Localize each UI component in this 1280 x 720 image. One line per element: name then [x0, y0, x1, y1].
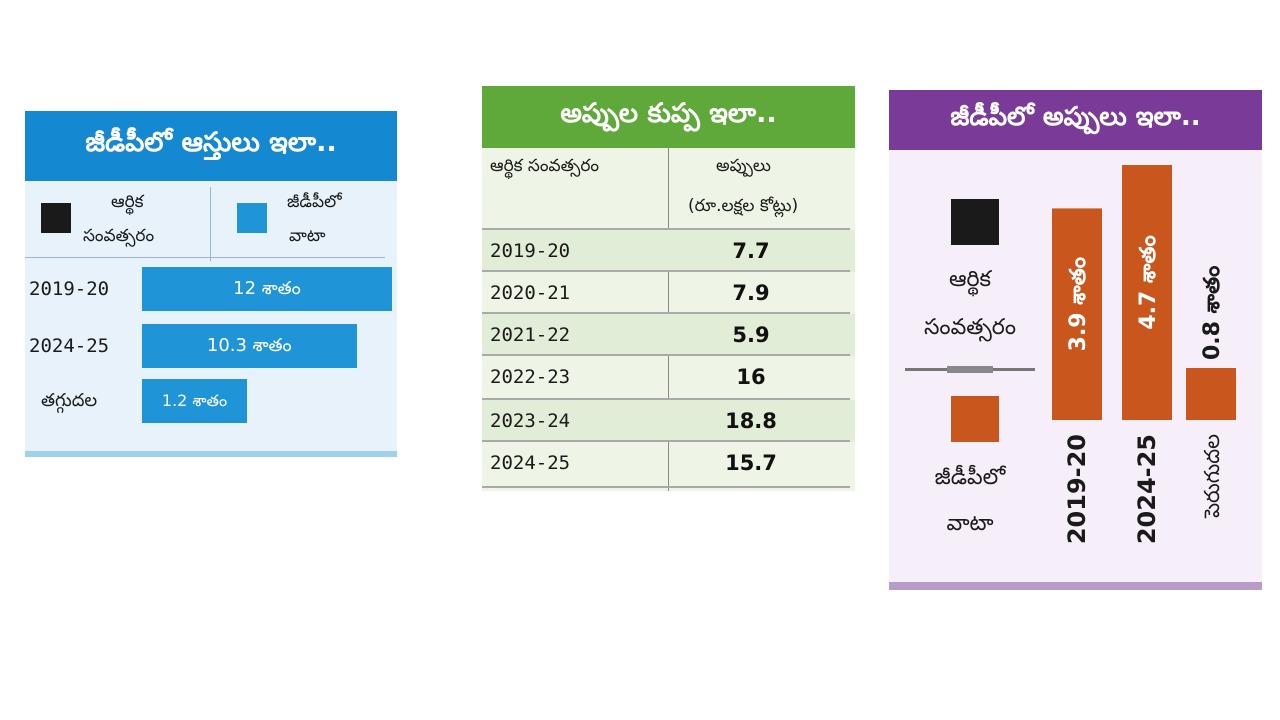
debt-gdp-title: జీడీపీలో అప్పులు ఇలా.. [889, 90, 1262, 150]
table-row: 2020-21 7.9 [482, 272, 855, 314]
assets-row-decrease-label: తగ్గుదల [41, 390, 98, 411]
table-cell-value: 7.9 [732, 281, 770, 305]
assets-bar: 10.3 శాతం [142, 324, 357, 368]
legend-share-label-1: జీడీపీలో [287, 192, 342, 212]
table-cell-year: 2021-22 [490, 324, 571, 346]
legend-year-label-2: సంవత్సరం [83, 226, 155, 246]
assets-row: 2019-20 12 శాతం [25, 267, 397, 311]
table-divider [482, 486, 850, 488]
debt-gdp-category-label: 2019-20 [1063, 434, 1091, 544]
debt-gdp-value-label: 3.9 శాతం [1066, 257, 1091, 351]
table-cell-value: 15.7 [725, 451, 777, 475]
debt-gdp-bar [1122, 165, 1172, 420]
debt-gdp-bar-chart: 3.9 శాతం 2019-20 4.7 శాతం 2024-25 0.8 శాతం పె… [1052, 165, 1236, 544]
assets-row-year: 2019-20 [29, 278, 110, 300]
table-cell-year: 2023-24 [490, 410, 571, 432]
table-cell-value: 7.7 [732, 239, 770, 263]
table-row: 2021-22 5.9 [482, 314, 855, 356]
debt-gdp-value-label: 0.8 శాతం [1200, 266, 1225, 360]
assets-panel-title: జీడీపీలో ఆస్తులు ఇలా.. [25, 111, 397, 181]
legend-divider [210, 187, 211, 261]
assets-row: తగ్గుదల 1.2 శాతం [25, 379, 397, 423]
table-row: 2022-23 16 [482, 356, 855, 398]
table-cell-year: 2022-23 [490, 366, 571, 388]
debt-gdp-panel-footer [889, 582, 1262, 590]
legend-year-swatch [41, 203, 71, 233]
legend-year-swatch [951, 199, 999, 245]
table-divider [482, 440, 850, 442]
legend-year-label-1: ఆర్థిక [111, 192, 144, 212]
assets-bar: 12 శాతం [142, 267, 392, 311]
table-cell-value: 16 [736, 365, 766, 389]
assets-row-year: 2024-25 [29, 335, 110, 357]
legend-year-label-2: సంవత్సరం [923, 315, 1017, 340]
legend-separator-mark [947, 366, 993, 373]
debt-table-title: అప్పుల కుప్ప ఇలా.. [482, 86, 855, 148]
table-divider [482, 228, 850, 230]
legend-share-label-1: జీడీపీలో [934, 465, 1006, 490]
debt-table-panel: అప్పుల కుప్ప ఇలా.. ఆర్థిక సంవత్సరం అప్పు… [482, 86, 855, 491]
legend-year-label-1: ఆర్థిక [948, 267, 992, 292]
debt-gdp-value-label: 4.7 శాతం [1136, 235, 1161, 329]
debt-gdp-panel: జీడీపీలో అప్పులు ఇలా.. ఆర్థిక సంవత్సరం జ… [889, 90, 1262, 590]
assets-panel-footer [25, 451, 397, 457]
table-cell-year: 2024-25 [490, 452, 571, 474]
debt-gdp-bar [1186, 368, 1236, 420]
debt-gdp-category-label: 2024-25 [1133, 434, 1161, 544]
table-row: 2023-24 18.8 [482, 400, 855, 442]
assets-bar: 1.2 శాతం [142, 379, 247, 423]
legend-share-swatch [951, 396, 999, 442]
table-cell-year: 2019-20 [490, 240, 571, 262]
legend-share-label-2: వాటా [289, 226, 326, 246]
assets-gdp-panel: జీడీపీలో ఆస్తులు ఇలా.. ఆర్థిక సంవత్సరం జ… [25, 111, 397, 457]
col-header-debt-unit: (రూ.లక్షల కోట్లు) [688, 196, 799, 216]
table-cell-year: 2020-21 [490, 282, 571, 304]
col-header-debt: అప్పులు [716, 156, 771, 176]
table-cell-value: 5.9 [732, 323, 770, 347]
debt-gdp-category-label: పెరుగుదల [1200, 434, 1224, 519]
table-row: 2024-25 15.7 [482, 442, 855, 484]
table-divider [482, 354, 850, 356]
table-cell-value: 18.8 [725, 409, 777, 433]
table-divider [482, 312, 850, 314]
legend-share-label-2: వాటా [946, 511, 994, 536]
assets-legend: ఆర్థిక సంవత్సరం జీడీపీలో వాటా [25, 181, 397, 269]
col-header-year: ఆర్థిక సంవత్సరం [490, 156, 600, 176]
legend-underline [25, 257, 385, 258]
table-divider [482, 398, 850, 400]
table-row: 2019-20 7.7 [482, 230, 855, 272]
legend-share-swatch [237, 203, 267, 233]
table-divider [482, 270, 850, 272]
debt-gdp-bar [1052, 208, 1102, 420]
assets-row: 2024-25 10.3 శాతం [25, 324, 397, 368]
